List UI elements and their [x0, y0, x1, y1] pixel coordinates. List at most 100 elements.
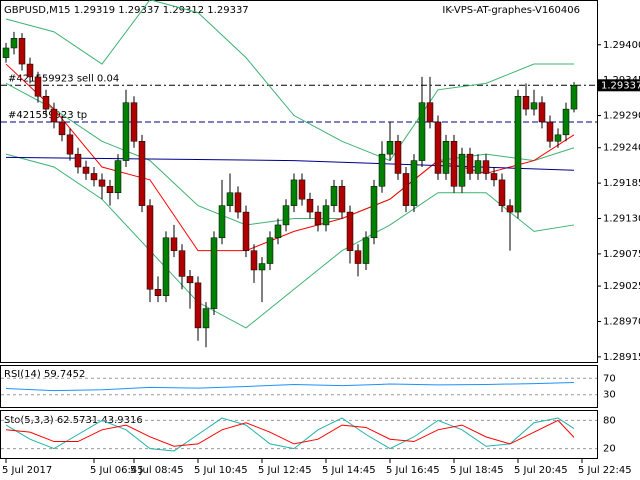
- candle-body: [434, 121, 442, 174]
- candle-body: [466, 153, 474, 174]
- candle-body: [282, 205, 290, 226]
- stoch-main: [5, 417, 575, 452]
- candle-body: [210, 237, 218, 309]
- x-tick-label: 5 Jul 18:45: [450, 465, 504, 476]
- candle-body: [74, 153, 82, 168]
- candle-body: [458, 153, 466, 187]
- candle-body: [170, 237, 178, 251]
- candle-body: [58, 121, 66, 136]
- candle-body: [194, 282, 202, 329]
- candle-body: [554, 134, 562, 142]
- candle-body: [258, 263, 266, 271]
- rsi-tick-label: 30: [603, 390, 616, 401]
- candle-body: [426, 102, 434, 123]
- candle-body: [418, 102, 426, 161]
- candle-body: [450, 141, 458, 187]
- x-tick-label: 5 Jul 10:45: [194, 465, 248, 476]
- last-price-label: 1.29337: [601, 80, 640, 91]
- candle-body: [506, 205, 514, 213]
- rsi-tick-label: 70: [603, 373, 616, 384]
- candle-body: [250, 250, 258, 271]
- candle-body: [130, 102, 138, 142]
- candle-body: [26, 63, 34, 78]
- candle-body: [186, 276, 194, 284]
- candle-body: [322, 205, 330, 226]
- candle-body: [18, 38, 26, 65]
- candle-body: [546, 121, 554, 142]
- stoch-tick-label: 80: [603, 415, 616, 426]
- candle-body: [90, 173, 98, 181]
- candle-body: [122, 102, 130, 161]
- candle-body: [266, 237, 274, 264]
- candle-body: [362, 237, 370, 264]
- candle-body: [34, 76, 42, 97]
- candle-body: [234, 192, 242, 213]
- candle-body: [338, 186, 346, 213]
- order-label: #421559923 sell 0.04: [8, 73, 119, 84]
- candle-body: [498, 179, 506, 206]
- candle-body: [530, 102, 538, 110]
- candle-body: [42, 95, 50, 110]
- moving-average: [5, 63, 575, 252]
- band-upper: [5, 0, 574, 162]
- x-tick-label: 5 Jul 06:45: [90, 465, 144, 476]
- candle-body: [10, 38, 18, 49]
- y-tick-label: 1.29290: [603, 111, 640, 122]
- y-tick-label: 1.28970: [603, 316, 640, 327]
- candle-body: [226, 192, 234, 206]
- order-label: #421559923 tp: [8, 110, 87, 121]
- candle-body: [514, 95, 522, 213]
- candle-body: [386, 141, 394, 155]
- candle-body: [218, 205, 226, 239]
- candle-body: [154, 289, 162, 296]
- candle-body: [442, 141, 450, 174]
- chart-title: GBPUSD,M15 1.29319 1.29337 1.29312 1.293…: [4, 5, 249, 16]
- candle-body: [330, 186, 338, 206]
- candle-body: [298, 179, 306, 200]
- rsi-line: [5, 382, 575, 392]
- candle-body: [202, 308, 210, 329]
- x-tick-label: 5 Jul 16:45: [386, 465, 440, 476]
- candle-body: [98, 179, 106, 187]
- candle-body: [314, 211, 322, 226]
- band-lower: [5, 153, 575, 329]
- candle-body: [146, 205, 154, 290]
- x-tick-label: 5 Jul 14:45: [322, 465, 376, 476]
- candle-body: [394, 141, 402, 174]
- candle-body: [402, 173, 410, 206]
- x-tick-label: 5 Jul 2017: [2, 465, 52, 476]
- candle-body: [370, 186, 378, 239]
- candle-body: [562, 108, 570, 136]
- y-tick-label: 1.29185: [603, 178, 640, 189]
- candle-body: [138, 141, 146, 206]
- y-tick-label: 1.29130: [603, 214, 640, 225]
- x-tick-label: 5 Jul 20:45: [514, 465, 568, 476]
- rsi-frame: [0, 365, 598, 408]
- stoch-tick-label: 20: [603, 444, 616, 455]
- candle-body: [2, 47, 10, 58]
- candle-body: [490, 173, 498, 181]
- candle-body: [570, 85, 578, 110]
- candle-body: [242, 211, 250, 251]
- candle-body: [50, 108, 58, 123]
- candle-body: [354, 250, 362, 264]
- candle-body: [482, 160, 490, 174]
- rsi-label: RSI(14) 59.7452: [4, 369, 85, 380]
- candle-body: [346, 211, 354, 251]
- x-tick-label: 5 Jul 08:45: [130, 465, 184, 476]
- x-tick-label: 5 Jul 12:45: [258, 465, 312, 476]
- x-tick-label: 5 Jul 22:45: [578, 465, 632, 476]
- candle-body: [306, 198, 314, 213]
- candle-body: [178, 250, 186, 277]
- candle-body: [522, 95, 530, 110]
- candle-body: [106, 186, 114, 194]
- stoch-signal: [5, 419, 575, 447]
- stoch-frame: [0, 410, 598, 459]
- last-price-box: [598, 79, 640, 92]
- candle-body: [290, 179, 298, 206]
- candle-body: [114, 160, 122, 194]
- candle-body: [82, 166, 90, 174]
- candle-body: [410, 160, 418, 206]
